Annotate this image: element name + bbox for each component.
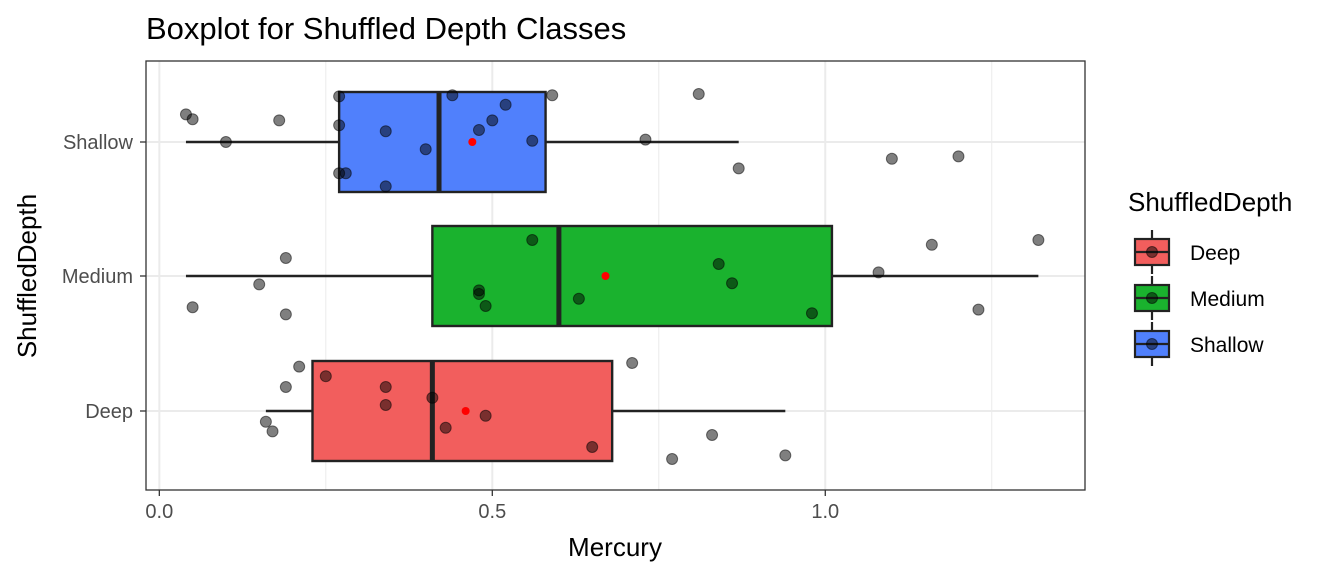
data-point — [253, 278, 266, 291]
data-point — [266, 425, 279, 438]
axes: 0.0 0.5 1.0 Deep Medium Shallow — [62, 132, 839, 523]
data-point — [872, 266, 885, 279]
data-point — [706, 429, 719, 441]
data-point — [273, 114, 286, 127]
data-point — [472, 288, 485, 300]
x-axis-label: Mercury — [568, 532, 662, 562]
data-point — [779, 449, 792, 462]
data-point — [972, 303, 985, 316]
data-point — [1032, 234, 1045, 246]
data-point — [293, 360, 306, 373]
chart-title: Boxplot for Shuffled Depth Classes — [146, 11, 626, 46]
data-point — [712, 258, 725, 270]
data-point — [339, 167, 352, 180]
box-medium — [431, 224, 834, 328]
legend-label-shallow: Shallow — [1190, 334, 1264, 357]
legend-point — [1146, 338, 1158, 350]
mean-point — [468, 138, 477, 146]
data-point — [379, 180, 392, 193]
data-point — [419, 143, 432, 156]
y-tick-label: Deep — [85, 401, 133, 423]
data-point — [626, 357, 639, 369]
legend-point — [1146, 246, 1158, 258]
legend-label-medium: Medium — [1190, 288, 1265, 311]
x-tick-label: 0.5 — [478, 501, 506, 523]
x-tick-label: 1.0 — [811, 501, 839, 523]
legend-title: ShuffledDepth — [1128, 187, 1292, 217]
box-shallow — [337, 90, 547, 194]
data-point — [639, 133, 652, 146]
data-point — [259, 415, 272, 428]
data-point — [726, 277, 739, 290]
data-point — [952, 150, 965, 163]
y-tick-label: Shallow — [63, 132, 134, 154]
data-point — [279, 381, 292, 393]
legend-point — [1146, 292, 1158, 304]
data-point — [925, 238, 938, 251]
data-point — [186, 301, 199, 314]
data-point — [319, 370, 332, 383]
data-point — [499, 98, 512, 111]
data-point — [479, 409, 492, 422]
y-tick-label: Medium — [62, 266, 133, 288]
data-point — [279, 308, 292, 321]
legend: ShuffledDepth Deep Medium Shallow — [1128, 187, 1292, 366]
data-point — [379, 125, 392, 138]
data-point — [885, 152, 898, 165]
data-point — [379, 399, 392, 411]
y-axis-label: ShuffledDepth — [12, 194, 42, 358]
data-point — [219, 136, 232, 148]
data-point — [666, 453, 679, 465]
mean-point — [461, 407, 470, 415]
data-point — [439, 421, 452, 434]
legend-label-deep: Deep — [1190, 242, 1240, 265]
data-point — [546, 89, 559, 102]
data-point — [572, 292, 585, 305]
data-point — [446, 89, 459, 102]
data-point — [586, 441, 599, 453]
data-point — [472, 124, 485, 136]
data-point — [333, 119, 346, 132]
data-point — [805, 307, 818, 320]
data-point — [279, 252, 292, 264]
data-point — [186, 113, 199, 126]
data-point — [526, 134, 539, 147]
mean-point — [601, 272, 610, 280]
data-point — [426, 391, 439, 404]
chart-marks — [179, 88, 1045, 465]
data-point — [479, 300, 492, 312]
data-point — [333, 90, 346, 103]
x-tick-label: 0.0 — [145, 501, 173, 523]
data-point — [379, 381, 392, 393]
data-point — [526, 234, 539, 246]
data-point — [732, 162, 745, 175]
data-point — [692, 88, 705, 100]
data-point — [486, 114, 499, 127]
